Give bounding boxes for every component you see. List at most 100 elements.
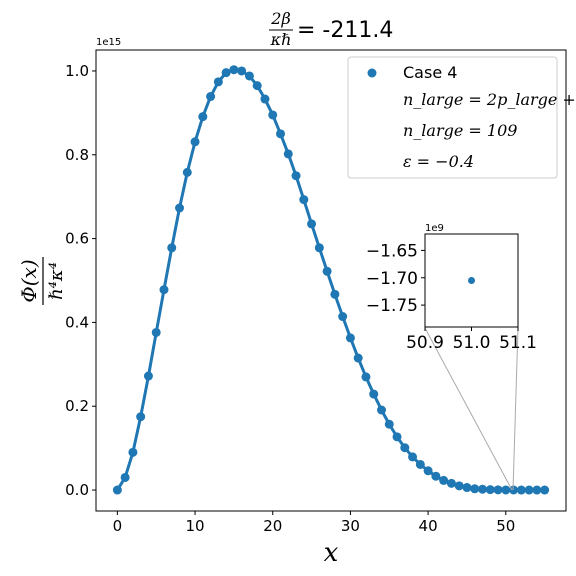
x-tick-label: 0 xyxy=(113,517,123,535)
data-point xyxy=(276,129,286,139)
data-point xyxy=(353,353,363,363)
data-point xyxy=(143,371,153,381)
y-axis-ticks: 0.0 0.2 0.4 0.6 0.8 1.0 xyxy=(65,62,96,499)
y-tick-label: 0.6 xyxy=(65,230,89,248)
inset-points xyxy=(468,277,475,284)
data-point xyxy=(314,243,324,253)
data-point xyxy=(408,452,418,462)
y-tick-label: 1.0 xyxy=(65,62,89,80)
x-tick-label: 10 xyxy=(186,517,205,535)
data-point xyxy=(369,389,379,399)
x-tick-label: 20 xyxy=(263,517,282,535)
data-point xyxy=(198,112,208,122)
data-point xyxy=(376,405,386,415)
data-point xyxy=(175,203,185,213)
inset-x-tick-label: 51.1 xyxy=(499,333,537,353)
data-point xyxy=(470,484,480,494)
data-point xyxy=(167,243,177,253)
y-label-numerator: Φ(x) xyxy=(17,259,41,302)
data-point xyxy=(501,485,511,495)
data-point xyxy=(151,327,161,337)
data-point xyxy=(299,195,309,205)
y-tick-label: 0.8 xyxy=(65,146,89,164)
inset-x-tick-label: 51.0 xyxy=(453,333,491,353)
x-tick-label: 30 xyxy=(341,517,360,535)
inset-axes: 1e9 50.9 51.0 51.1 −1.65 −1.70 −1.75 xyxy=(366,223,537,353)
data-point xyxy=(516,485,526,495)
data-point xyxy=(221,68,231,78)
y-axis-label: Φ(x) ℏ⁴κ⁴ xyxy=(17,257,67,305)
y-label-denominator: ℏ⁴κ⁴ xyxy=(46,262,67,300)
data-point xyxy=(446,478,456,488)
legend-note-2: n_large = 109 xyxy=(403,121,517,140)
data-point xyxy=(415,459,425,469)
data-point xyxy=(439,475,449,485)
data-point xyxy=(392,432,402,442)
data-point xyxy=(477,484,487,494)
data-point xyxy=(213,77,223,87)
x-axis-label: x xyxy=(324,538,339,568)
data-point xyxy=(493,485,503,495)
data-point xyxy=(338,312,348,322)
legend-note-1: n_large = 2p_large + 1 xyxy=(403,90,576,109)
y-tick-label: 0.0 xyxy=(65,481,89,499)
inset-y-tick-label: −1.65 xyxy=(366,241,418,261)
title-numerator: 2β xyxy=(270,9,290,28)
title-denominator: κℏ xyxy=(270,30,292,49)
data-point xyxy=(237,66,247,76)
x-tick-label: 50 xyxy=(496,517,515,535)
data-point xyxy=(524,485,534,495)
data-point xyxy=(423,466,433,476)
legend-series-label: Case 4 xyxy=(403,63,457,82)
inset-y-ticks: −1.65 −1.70 −1.75 xyxy=(366,241,425,316)
chart-title: 2β κℏ = -211.4 xyxy=(269,9,393,49)
data-point xyxy=(128,447,138,457)
data-point xyxy=(330,289,340,299)
data-point xyxy=(260,94,270,104)
data-point xyxy=(345,333,355,343)
data-point xyxy=(540,485,550,495)
inset-y-tick-label: −1.70 xyxy=(366,269,418,289)
y-tick-label: 0.4 xyxy=(65,313,89,331)
data-point xyxy=(307,219,317,229)
x-axis-ticks: 0 10 20 30 40 50 xyxy=(113,511,515,535)
data-point xyxy=(291,171,301,181)
data-point xyxy=(400,443,410,453)
data-point xyxy=(384,419,394,429)
data-point xyxy=(252,81,262,91)
y-offset-text: 1e15 xyxy=(96,37,121,48)
data-point xyxy=(485,485,495,495)
plot-area xyxy=(95,49,567,512)
y-tick-label: 0.2 xyxy=(65,397,89,415)
data-point xyxy=(190,137,200,147)
inset-connector-right xyxy=(512,327,519,491)
legend: Case 4 n_large = 2p_large + 1 n_large = … xyxy=(347,56,576,179)
legend-note-3: ε = −0.4 xyxy=(403,152,474,171)
data-point xyxy=(120,472,130,482)
data-point xyxy=(244,71,254,81)
inset-offset-text: 1e9 xyxy=(425,223,444,234)
data-point xyxy=(229,65,239,75)
data-point xyxy=(431,471,441,481)
data-point xyxy=(182,167,192,177)
data-point xyxy=(283,149,293,159)
legend-frame xyxy=(347,56,558,179)
data-point xyxy=(532,485,542,495)
data-point xyxy=(462,483,472,493)
x-tick-label: 40 xyxy=(419,517,438,535)
data-point xyxy=(268,110,278,120)
series-layer xyxy=(112,65,550,495)
inset-x-ticks: 50.9 51.0 51.1 xyxy=(406,327,537,353)
data-point xyxy=(322,266,332,276)
data-point xyxy=(361,372,371,382)
inset-y-tick-label: −1.75 xyxy=(366,296,418,316)
inset-x-tick-label: 50.9 xyxy=(406,333,444,353)
data-point xyxy=(454,481,464,491)
legend-marker xyxy=(367,68,377,78)
data-point xyxy=(159,285,169,295)
data-point xyxy=(206,92,216,102)
title-value: = -211.4 xyxy=(297,18,393,43)
data-point xyxy=(112,485,122,495)
inset-data-point xyxy=(468,277,475,284)
